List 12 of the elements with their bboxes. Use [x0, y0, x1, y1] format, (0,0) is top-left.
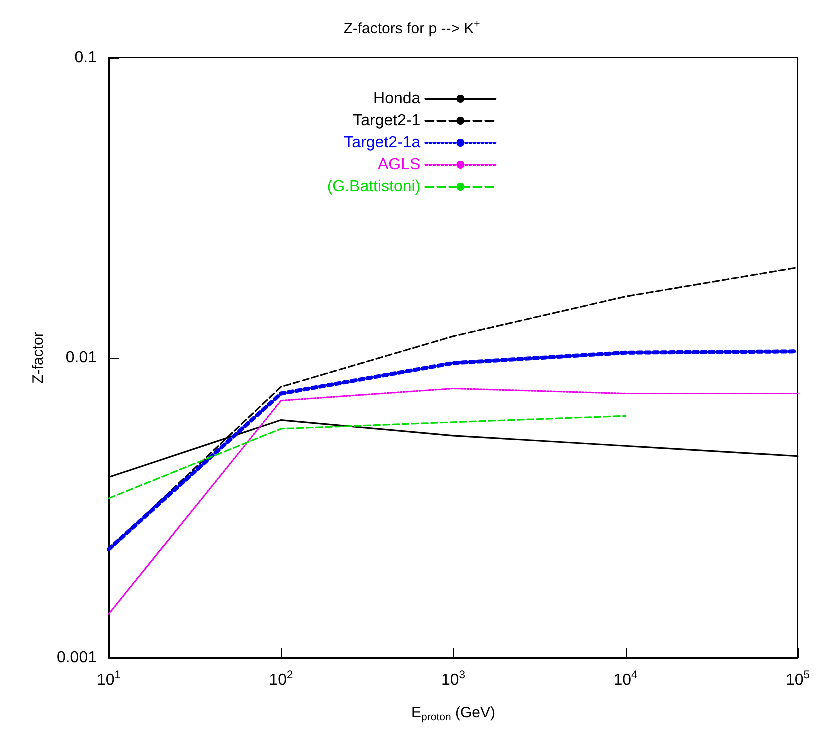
line-series	[108, 388, 799, 615]
y-tick-label: 0.01	[66, 350, 98, 366]
legend-label: AGLS	[378, 156, 421, 174]
legend-label: Target2-1	[353, 112, 421, 130]
legend-label: (G.Battistoni)	[327, 178, 421, 196]
legend-label: Honda	[374, 90, 421, 108]
y-axis-title: Z-factor	[30, 332, 48, 384]
line-series	[108, 415, 627, 500]
chart-title: Z-factors for p --> K+	[344, 18, 480, 38]
y-tick-label: 0.1	[74, 50, 98, 66]
y-tick-label: 0.001	[56, 650, 98, 666]
legend-label: Target2-1a	[344, 134, 421, 152]
